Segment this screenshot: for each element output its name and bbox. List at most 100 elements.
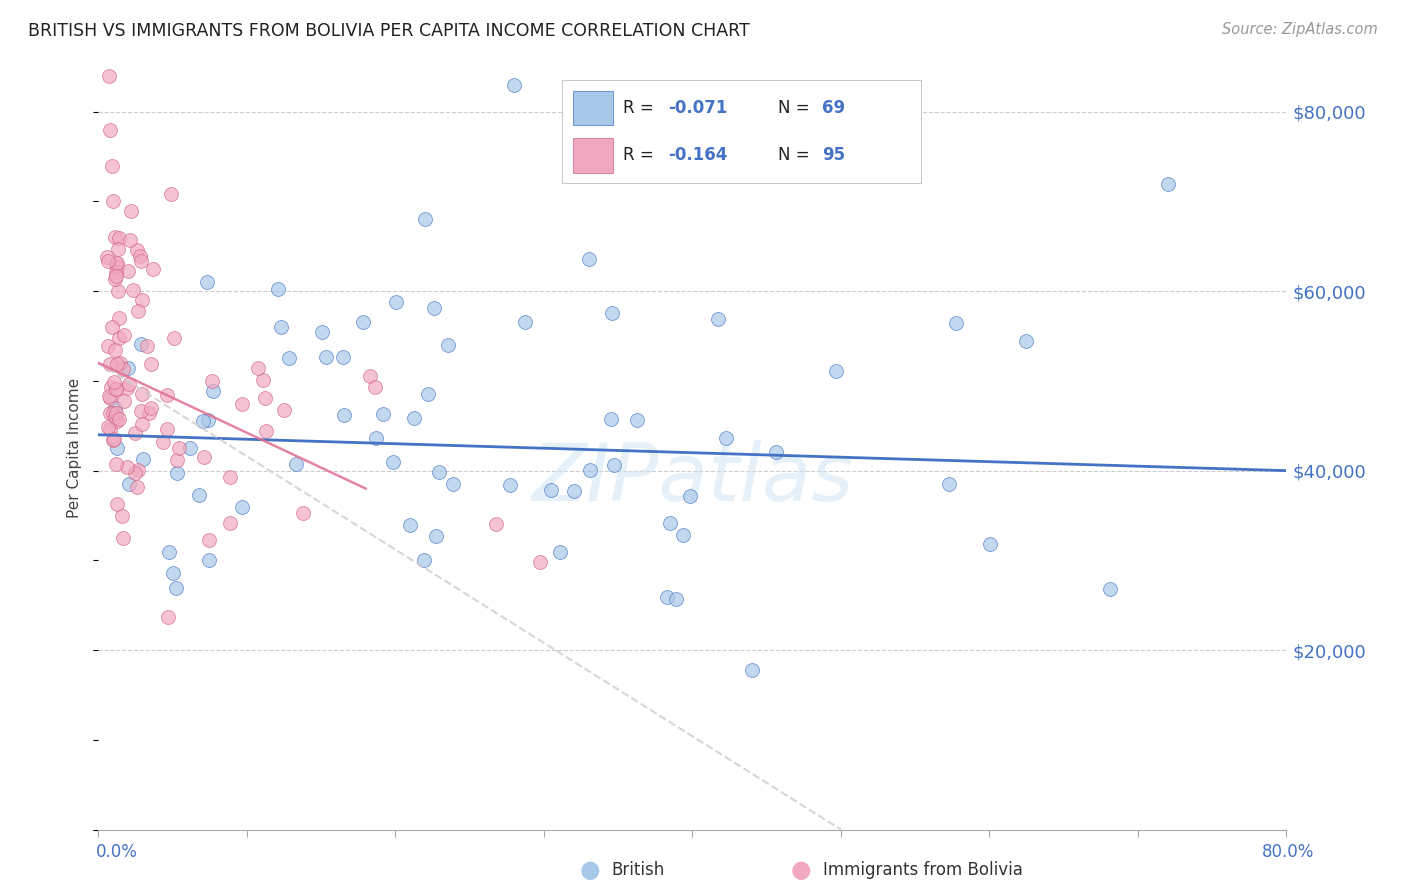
Text: 0.0%: 0.0% bbox=[96, 843, 138, 861]
Point bbox=[600, 306, 623, 320]
Text: 80.0%: 80.0% bbox=[1263, 843, 1315, 861]
Text: -0.071: -0.071 bbox=[668, 99, 727, 117]
Point bbox=[679, 489, 702, 503]
Point bbox=[163, 331, 186, 345]
Point bbox=[105, 414, 128, 428]
Point bbox=[197, 413, 219, 427]
Point bbox=[413, 553, 436, 567]
Point bbox=[105, 260, 128, 274]
Point bbox=[104, 343, 127, 357]
Point bbox=[129, 336, 152, 351]
Point bbox=[100, 320, 122, 334]
Point bbox=[110, 356, 132, 370]
Point bbox=[115, 381, 138, 395]
Point bbox=[201, 384, 224, 399]
Point bbox=[515, 315, 537, 329]
Point bbox=[166, 452, 188, 467]
Point bbox=[112, 531, 135, 545]
Point bbox=[118, 476, 141, 491]
Point bbox=[105, 256, 128, 270]
Point bbox=[142, 261, 165, 276]
Text: British: British bbox=[612, 861, 665, 879]
Point bbox=[104, 410, 127, 425]
Point bbox=[152, 434, 174, 449]
Point bbox=[659, 516, 682, 530]
Point bbox=[104, 269, 127, 284]
Point bbox=[131, 293, 153, 307]
Point bbox=[98, 422, 121, 436]
Point bbox=[105, 382, 128, 396]
Point bbox=[120, 233, 142, 247]
Point bbox=[198, 533, 221, 547]
Point bbox=[96, 250, 118, 264]
FancyBboxPatch shape bbox=[574, 137, 613, 173]
Point bbox=[105, 382, 128, 396]
Point bbox=[364, 379, 387, 393]
Point bbox=[187, 488, 209, 502]
Point bbox=[254, 391, 277, 405]
Point bbox=[252, 373, 274, 387]
Point bbox=[441, 477, 464, 491]
Point bbox=[97, 69, 120, 83]
Point bbox=[246, 361, 269, 376]
Point bbox=[284, 457, 307, 471]
Point bbox=[1015, 334, 1038, 348]
Point bbox=[111, 508, 134, 523]
Point bbox=[548, 544, 571, 558]
Text: ZIPatlas: ZIPatlas bbox=[531, 440, 853, 517]
Point bbox=[138, 406, 160, 420]
Point bbox=[98, 389, 121, 403]
Point bbox=[665, 591, 688, 606]
Point bbox=[105, 497, 128, 511]
Point bbox=[105, 457, 128, 471]
Point bbox=[603, 458, 626, 472]
Point bbox=[127, 463, 149, 477]
Point bbox=[422, 301, 444, 315]
Point bbox=[200, 374, 222, 388]
Point bbox=[117, 459, 139, 474]
Point bbox=[219, 470, 242, 484]
Point bbox=[157, 545, 180, 559]
Point bbox=[979, 537, 1001, 551]
Point bbox=[657, 590, 679, 604]
Point bbox=[103, 271, 125, 285]
Point bbox=[402, 411, 425, 425]
Point bbox=[333, 409, 356, 423]
Point bbox=[129, 404, 152, 418]
Point bbox=[107, 331, 129, 345]
FancyBboxPatch shape bbox=[574, 91, 613, 126]
Point bbox=[945, 316, 967, 330]
Point bbox=[98, 122, 121, 136]
Point bbox=[105, 358, 128, 372]
Point bbox=[101, 159, 124, 173]
Point bbox=[98, 357, 121, 371]
Point bbox=[156, 387, 179, 401]
Point bbox=[193, 450, 215, 464]
Point bbox=[599, 411, 621, 425]
Point bbox=[578, 252, 600, 266]
Point bbox=[104, 401, 127, 416]
Point bbox=[381, 455, 404, 469]
Point bbox=[825, 364, 848, 378]
Point bbox=[1156, 177, 1178, 191]
Point bbox=[291, 506, 314, 520]
Point bbox=[416, 387, 439, 401]
Point bbox=[105, 257, 128, 271]
Point bbox=[112, 327, 135, 342]
Point bbox=[315, 350, 337, 364]
Point bbox=[385, 295, 408, 310]
Point bbox=[706, 312, 728, 326]
Point bbox=[105, 406, 128, 420]
Point bbox=[277, 351, 299, 365]
Point bbox=[131, 254, 153, 268]
Text: -0.164: -0.164 bbox=[668, 146, 727, 164]
Point bbox=[127, 243, 149, 257]
Point bbox=[139, 357, 162, 371]
Point bbox=[108, 311, 131, 326]
Point bbox=[103, 406, 125, 420]
Text: R =: R = bbox=[623, 99, 659, 117]
Point bbox=[121, 204, 143, 219]
Point bbox=[166, 466, 188, 480]
Point bbox=[273, 403, 295, 417]
Point bbox=[118, 376, 141, 391]
